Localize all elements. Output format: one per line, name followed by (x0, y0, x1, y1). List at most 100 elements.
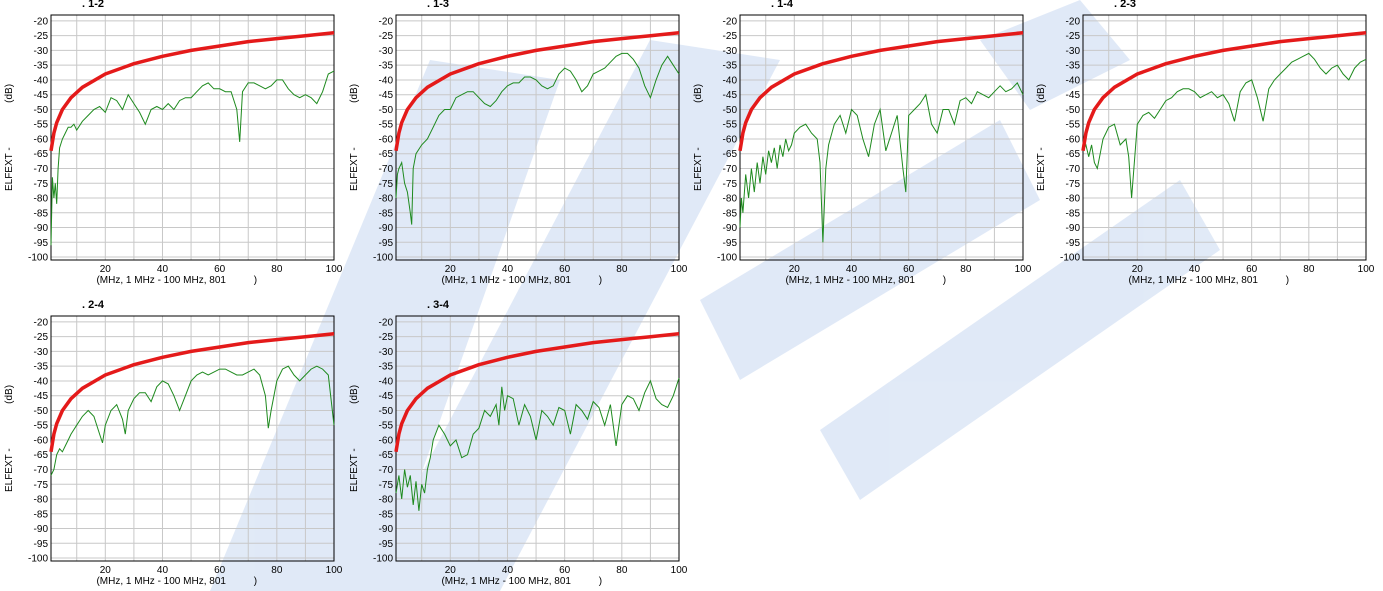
y-tick-label: -70 (379, 465, 394, 476)
y-axis-label: ELFEXT - (dB) (4, 84, 15, 191)
y-tick-label: -40 (1066, 75, 1081, 86)
plot-border (1082, 14, 1367, 261)
y-tick-label: -95 (379, 539, 394, 550)
y-tick-label: -35 (379, 61, 394, 72)
y-tick-label: -30 (723, 46, 738, 57)
y-tick-label: -80 (723, 194, 738, 205)
y-tick-label: -50 (34, 406, 49, 417)
y-tick-label: -95 (34, 539, 49, 550)
y-tick-label: -75 (1066, 179, 1081, 190)
chart-svg: -20 -25 -30 -35 -40 -45 -50 -55 -60 -65 -70 -75 -80 -… (4, 315, 343, 587)
chart-svg: -20 -25 -30 -35 -40 -45 -50 -55 -60 -65 -70 -75 -80 -… (349, 14, 688, 286)
y-tick-label: -45 (723, 90, 738, 101)
y-tick-label: -85 (34, 208, 49, 219)
y-tick-label: -100 (373, 554, 393, 565)
x-tick-label: 60 (903, 264, 915, 275)
y-tick-label: -60 (34, 134, 49, 145)
plot-border (50, 315, 335, 562)
y-tick-label: -85 (1066, 208, 1081, 219)
x-tick-label: 100 (671, 565, 688, 576)
x-tick-label: 80 (1303, 264, 1315, 275)
y-tick-label: -20 (34, 317, 49, 328)
y-tick-label: -70 (34, 164, 49, 175)
y-tick-label: -25 (34, 31, 49, 42)
y-tick-label: -85 (379, 208, 394, 219)
series-line-measured (50, 365, 335, 476)
y-tick-label: -30 (34, 347, 49, 358)
y-tick-label: -65 (379, 450, 394, 461)
y-tick-label: -45 (1066, 90, 1081, 101)
chart-title: . 1-3 (427, 0, 450, 10)
x-tick-label: 20 (100, 264, 112, 275)
y-tick-label: -45 (34, 391, 49, 402)
chart-svg: -20 -25 -30 -35 -40 -45 -50 -55 -60 -65 -70 -75 -80 -… (1036, 14, 1375, 286)
y-tick-label: -25 (379, 332, 394, 343)
y-tick-label: -35 (1066, 61, 1081, 72)
y-tick-label: -55 (379, 120, 394, 131)
x-axis-label: (MHz, 1 MHz - 100 MHz, 801 ) (441, 275, 602, 286)
chart-title: . 3-4 (427, 299, 450, 311)
y-tick-label: -20 (379, 317, 394, 328)
x-axis-label: (MHz, 1 MHz - 100 MHz, 801 ) (785, 275, 946, 286)
y-tick-label: -65 (1066, 149, 1081, 160)
y-tick-label: -20 (379, 16, 394, 27)
y-tick-label: -70 (1066, 164, 1081, 175)
series-line-measured (1082, 52, 1367, 199)
y-tick-label: -85 (723, 208, 738, 219)
y-axis-label: ELFEXT - (dB) (1036, 84, 1047, 191)
y-tick-label: -30 (34, 46, 49, 57)
y-tick-label: -70 (723, 164, 738, 175)
y-tick-label: -50 (379, 105, 394, 116)
y-tick-label: -40 (34, 75, 49, 86)
y-tick-label: -60 (379, 435, 394, 446)
x-tick-label: 20 (445, 264, 457, 275)
y-tick-label: -50 (1066, 105, 1081, 116)
chart-svg: -20 -25 -30 -35 -40 -45 -50 -55 -60 -65 -70 -75 -80 -… (349, 315, 688, 587)
series-line-limit (738, 30, 1024, 152)
x-tick-label: 80 (271, 565, 283, 576)
x-tick-label: 80 (960, 264, 972, 275)
x-tick-label: 20 (445, 565, 457, 576)
x-axis-label: (MHz, 1 MHz - 100 MHz, 801 ) (1128, 275, 1289, 286)
x-tick-label: 40 (502, 565, 514, 576)
x-tick-label: 60 (1246, 264, 1258, 275)
y-tick-label: -25 (34, 332, 49, 343)
y-tick-label: -80 (1066, 194, 1081, 205)
x-tick-label: 80 (271, 264, 283, 275)
y-tick-label: -55 (379, 421, 394, 432)
chart-title: . 2-4 (82, 299, 105, 311)
chart-title: . 2-3 (1114, 0, 1137, 10)
y-tick-label: -65 (34, 149, 49, 160)
y-tick-label: -75 (379, 480, 394, 491)
y-tick-label: -60 (34, 435, 49, 446)
plot-border (395, 315, 680, 562)
series-line-measured (395, 377, 680, 511)
y-tick-label: -80 (379, 194, 394, 205)
x-tick-label: 20 (1132, 264, 1144, 275)
x-tick-label: 100 (326, 264, 343, 275)
y-tick-label: -90 (723, 223, 738, 234)
y-tick-label: -55 (34, 120, 49, 131)
y-tick-label: -80 (34, 495, 49, 506)
y-tick-label: -100 (373, 253, 393, 264)
y-tick-label: -55 (1066, 120, 1081, 131)
y-tick-label: -50 (379, 406, 394, 417)
y-tick-label: -30 (1066, 46, 1081, 57)
chart-svg: -20 -25 -30 -35 -40 -45 -50 -55 -60 -65 -70 -75 -80 -… (693, 14, 1032, 286)
chart-panel-3-4: . 3-4 -20 -25 -30 -35 -40 -45 -50 -55 -60 -65 -70-… (345, 299, 688, 591)
x-tick-label: 100 (1358, 264, 1375, 275)
x-axis-label: (MHz, 1 MHz - 100 MHz, 801 ) (96, 576, 257, 587)
x-tick-label: 100 (326, 565, 343, 576)
y-tick-label: -40 (723, 75, 738, 86)
y-tick-label: -95 (379, 238, 394, 249)
x-tick-label: 60 (559, 565, 571, 576)
y-axis-label: ELFEXT - (dB) (349, 385, 360, 492)
y-tick-label: -95 (723, 238, 738, 249)
y-tick-label: -55 (723, 120, 738, 131)
y-tick-label: -95 (1066, 238, 1081, 249)
y-tick-label: -25 (1066, 31, 1081, 42)
x-axis-label: (MHz, 1 MHz - 100 MHz, 801 ) (441, 576, 602, 587)
chart-panel-2-4: . 2-4 -20 -25 -30 -35 -40 -45 -50 -55 -60 -65 -70-… (0, 299, 343, 591)
x-tick-label: 40 (157, 264, 169, 275)
series-line-limit (49, 331, 335, 453)
